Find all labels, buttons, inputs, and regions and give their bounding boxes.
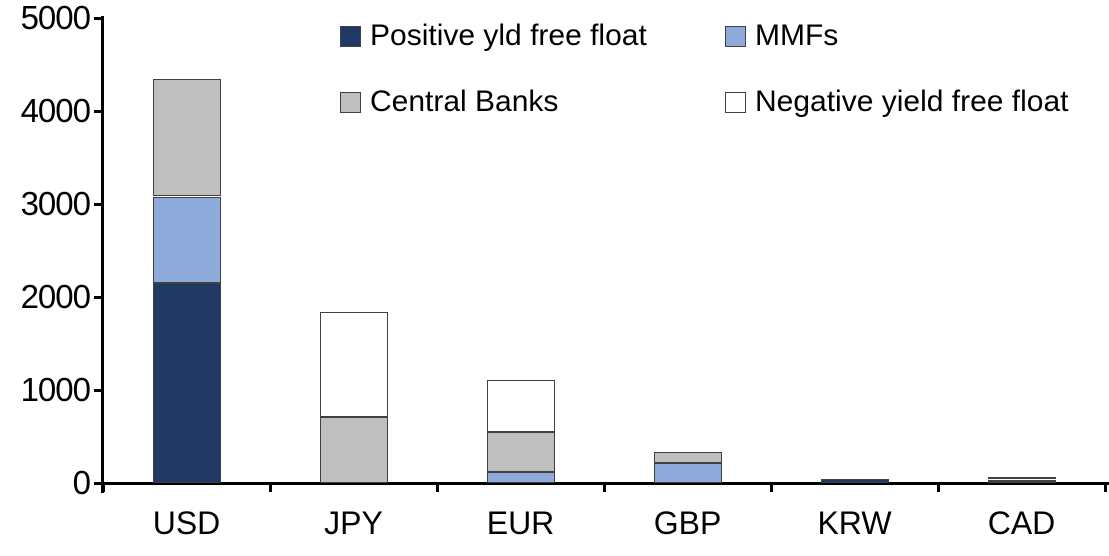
x-axis-tick [770, 482, 773, 492]
y-axis-tick-label: 5000 [20, 0, 91, 36]
bar-segment-usd-1 [153, 197, 221, 283]
bar-segment-eur-3 [487, 380, 555, 432]
y-axis-tick-label: 4000 [20, 92, 91, 129]
legend-swatch-central-banks [340, 91, 361, 113]
bar-segment-usd-0 [153, 283, 221, 483]
bar-segment-usd-2 [153, 79, 221, 196]
x-axis-category-label: EUR [486, 505, 555, 541]
y-axis-tick-label: 0 [72, 464, 91, 501]
y-axis-tick [94, 110, 104, 113]
y-axis-line [101, 16, 104, 493]
legend-label-positive-yld-free-float: Positive yld free float [370, 19, 647, 52]
legend-label-central-banks: Central Banks [370, 85, 559, 118]
legend-label-negative-yield-free-float: Negative yield free float [755, 85, 1069, 118]
y-axis-tick [94, 17, 104, 20]
x-axis-category-label: USD [152, 505, 221, 541]
bar-segment-cad-1 [988, 480, 1056, 482]
legend-swatch-positive-yld-free-float [340, 25, 361, 47]
legend-item-negative-yield-free-float: Negative yield free float [725, 85, 1069, 119]
legend-swatch-negative-yield-free-float [725, 91, 746, 113]
x-axis-tick [102, 482, 105, 492]
y-axis-tick-label: 1000 [20, 371, 91, 408]
x-axis-tick [937, 482, 940, 492]
x-axis-line [94, 482, 1109, 485]
bar-segment-cad-2 [988, 477, 1056, 479]
bar-segment-eur-2 [487, 432, 555, 472]
x-axis-category-label: JPY [324, 505, 383, 541]
x-axis-tick [269, 482, 272, 492]
legend-swatch-mmfs [725, 25, 746, 47]
y-axis-tick [94, 203, 104, 206]
y-axis-tick-label: 2000 [20, 278, 91, 315]
legend-item-positive-yld-free-float: Positive yld free float [340, 19, 647, 53]
x-axis-tick [1104, 482, 1107, 492]
x-axis-tick [436, 482, 439, 492]
x-axis-category-label: GBP [653, 505, 722, 541]
legend-item-central-banks: Central Banks [340, 85, 558, 119]
bar-segment-jpy-3 [320, 312, 388, 417]
bar-segment-gbp-1 [654, 463, 722, 483]
bar-segment-gbp-2 [654, 452, 722, 463]
x-axis-tick [603, 482, 606, 492]
y-axis-tick-label: 3000 [20, 185, 91, 222]
x-axis-category-label: CAD [987, 505, 1056, 541]
bar-segment-jpy-2 [320, 417, 388, 483]
y-axis-tick [94, 296, 104, 299]
x-axis-category-label: KRW [817, 505, 892, 541]
legend-label-mmfs: MMFs [755, 19, 839, 52]
y-axis-tick [94, 389, 104, 392]
legend-item-mmfs: MMFs [725, 19, 838, 53]
bar-segment-eur-1 [487, 472, 555, 483]
bar-segment-krw-0 [821, 479, 889, 483]
